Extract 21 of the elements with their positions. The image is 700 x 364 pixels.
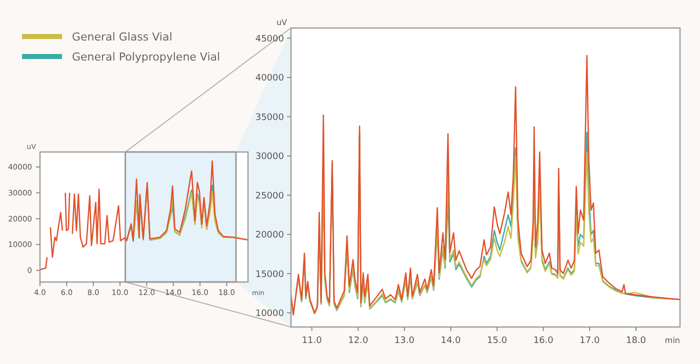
y-tick-label: 45000 (255, 34, 284, 44)
y-tick-label: 15000 (255, 270, 284, 280)
x-tick-label: 16.0 (533, 336, 554, 346)
y-tick-label: 20000 (255, 230, 284, 241)
x-tick-label: 18.0 (626, 336, 646, 346)
x-tick-label: 13.0 (394, 336, 415, 346)
legend-label: General Polypropylene Vial (72, 50, 220, 64)
y-tick-label: 30000 (255, 152, 284, 162)
legend-label: General Glass Vial (72, 30, 172, 44)
x-tick-label: 12.0 (348, 336, 368, 346)
x-tick-label: 15.0 (487, 336, 508, 346)
y-axis-title: uV (276, 18, 288, 27)
line-series (291, 54, 680, 316)
y-tick-label: 25000 (255, 191, 284, 202)
y-tick-label: 10000 (255, 309, 284, 320)
y-tick-label: 35000 (255, 112, 284, 123)
x-axis-title: min (664, 336, 680, 345)
x-tick-label: 11.0 (302, 336, 322, 346)
x-tick-label: 17.0 (580, 336, 600, 346)
x-tick-label: 14.0 (440, 336, 462, 346)
y-tick-label: 40000 (255, 74, 284, 84)
